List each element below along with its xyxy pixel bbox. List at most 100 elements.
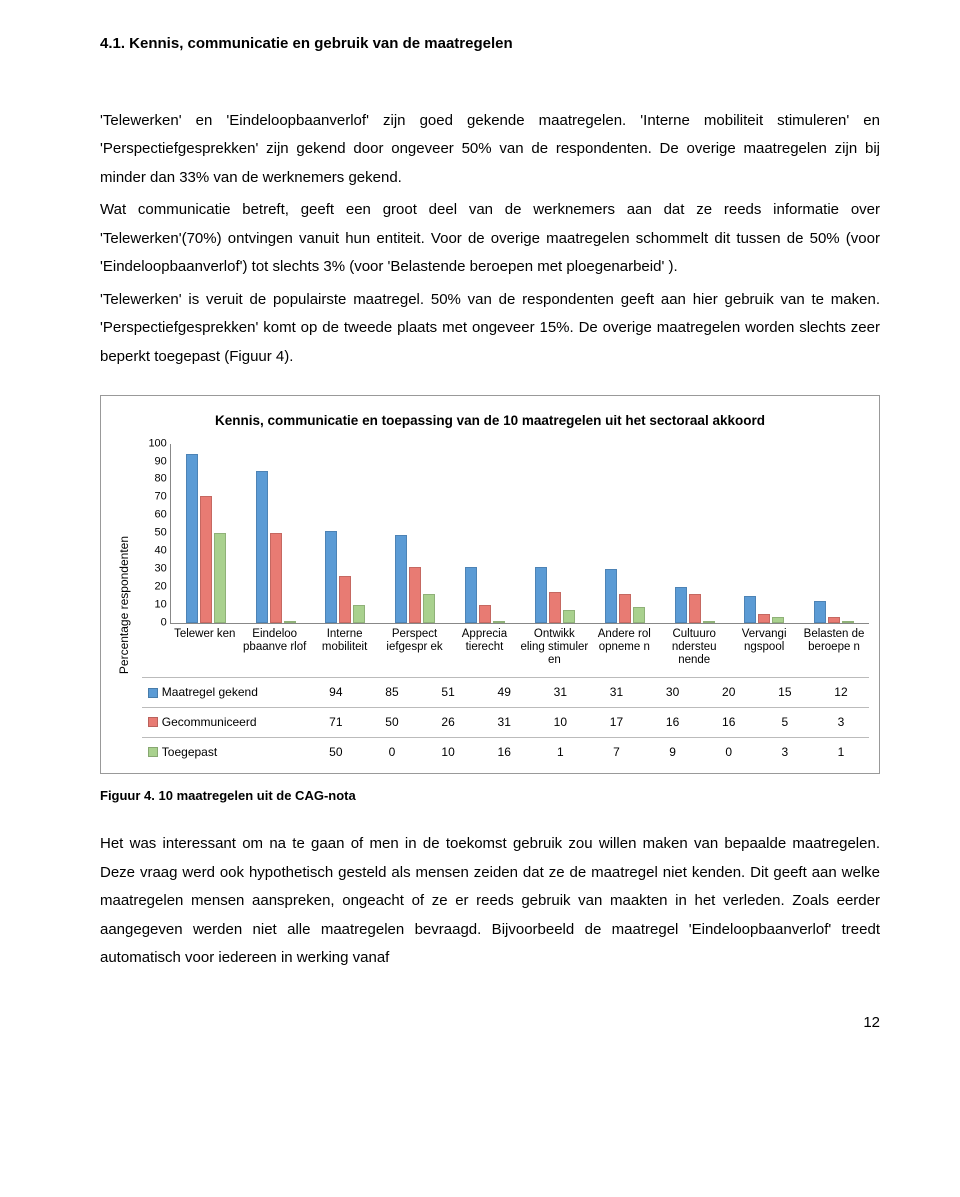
bar [465,567,477,622]
bar [605,569,617,623]
x-label: Andere rol opneme n [589,628,659,668]
bar [563,610,575,623]
section-heading: 4.1. Kennis, communicatie en gebruik van… [100,30,880,59]
legend-value: 12 [813,681,869,704]
bar-group [660,444,730,623]
legend-value: 0 [701,741,757,764]
page-number: 12 [100,1009,880,1038]
x-label: Perspect iefgespr ek [380,628,450,668]
x-label: Ontwikk eling stimuler en [519,628,589,668]
legend-value: 5 [757,711,813,734]
bar [675,587,687,623]
x-axis-labels: Telewer kenEindeloo pbaanve rlofInterne … [170,628,869,668]
legend-value: 50 [308,741,364,764]
y-tick: 60 [155,510,167,521]
bar [270,533,282,623]
bar [549,592,561,622]
paragraph: 'Telewerken' is veruit de populairste ma… [100,286,880,372]
y-tick: 40 [155,546,167,557]
y-tick: 30 [155,563,167,574]
legend-value: 9 [645,741,701,764]
legend-value: 20 [701,681,757,704]
bar [842,621,854,623]
legend-value: 85 [364,681,420,704]
legend-value: 94 [308,681,364,704]
legend-value: 16 [476,741,532,764]
legend-label: Maatregel gekend [162,681,308,704]
y-tick: 50 [155,528,167,539]
x-label: Apprecia tierecht [449,628,519,668]
legend-value: 1 [532,741,588,764]
y-tick: 100 [148,438,166,449]
legend-value: 31 [588,681,644,704]
y-axis-label: Percentage respondenten [111,536,138,674]
bar [619,594,631,623]
legend-row: Gecommuniceerd715026311017161653 [142,707,869,737]
legend-swatch [148,717,158,727]
legend-value: 10 [532,711,588,734]
legend-value: 16 [645,711,701,734]
legend-value: 15 [757,681,813,704]
legend-label: Toegepast [162,741,308,764]
y-tick: 90 [155,456,167,467]
y-tick: 0 [161,617,167,628]
legend-value: 17 [588,711,644,734]
bar [772,617,784,622]
legend-value: 51 [420,681,476,704]
bar-group [171,444,241,623]
chart-plot-area: 0102030405060708090100 [170,444,869,624]
legend-label: Gecommuniceerd [162,711,308,734]
x-label: Interne mobiliteit [310,628,380,668]
x-label: Telewer ken [170,628,240,668]
chart-title: Kennis, communicatie en toepassing van d… [111,408,869,434]
bar [409,567,421,622]
bar-group [380,444,450,623]
legend-value: 26 [420,711,476,734]
y-tick: 70 [155,492,167,503]
bar-group [450,444,520,623]
x-label: Belasten de beroepe n [799,628,869,668]
bar [395,535,407,623]
bar [758,614,770,623]
legend-value: 1 [813,741,869,764]
legend-value: 7 [588,741,644,764]
bar [186,454,198,622]
legend-value: 16 [701,711,757,734]
bar-group [241,444,311,623]
paragraph: Het was interessant om na te gaan of men… [100,830,880,973]
x-label: Eindeloo pbaanve rlof [240,628,310,668]
paragraph: 'Telewerken' en 'Eindeloopbaanverlof' zi… [100,107,880,193]
paragraph: Wat communicatie betreft, geeft een groo… [100,196,880,282]
legend-value: 3 [813,711,869,734]
legend-value: 3 [757,741,813,764]
x-label: Vervangi ngspool [729,628,799,668]
legend-value: 10 [420,741,476,764]
y-axis-ticks: 0102030405060708090100 [143,444,169,623]
bar [479,605,491,623]
y-tick: 10 [155,599,167,610]
bar [814,601,826,622]
legend-value: 31 [476,711,532,734]
legend-swatch [148,747,158,757]
bar [744,596,756,623]
chart-legend-table: Maatregel gekend94855149313130201512 Geco… [142,677,869,766]
legend-row: Maatregel gekend94855149313130201512 [142,677,869,707]
legend-value: 0 [364,741,420,764]
bar [828,617,840,622]
bar [284,621,296,623]
bar [493,621,505,623]
y-tick: 80 [155,474,167,485]
bar [214,533,226,623]
legend-value: 50 [364,711,420,734]
figure-caption: Figuur 4. 10 maatregelen uit de CAG-nota [100,784,880,809]
bar [256,471,268,623]
bar-group [590,444,660,623]
bar [339,576,351,623]
bar [633,607,645,623]
bar [200,496,212,623]
legend-row: Toegepast5001016179031 [142,737,869,767]
bar [689,594,701,623]
bar [535,567,547,622]
body-text-2: Het was interessant om na te gaan of men… [100,830,880,973]
bar [703,621,715,623]
